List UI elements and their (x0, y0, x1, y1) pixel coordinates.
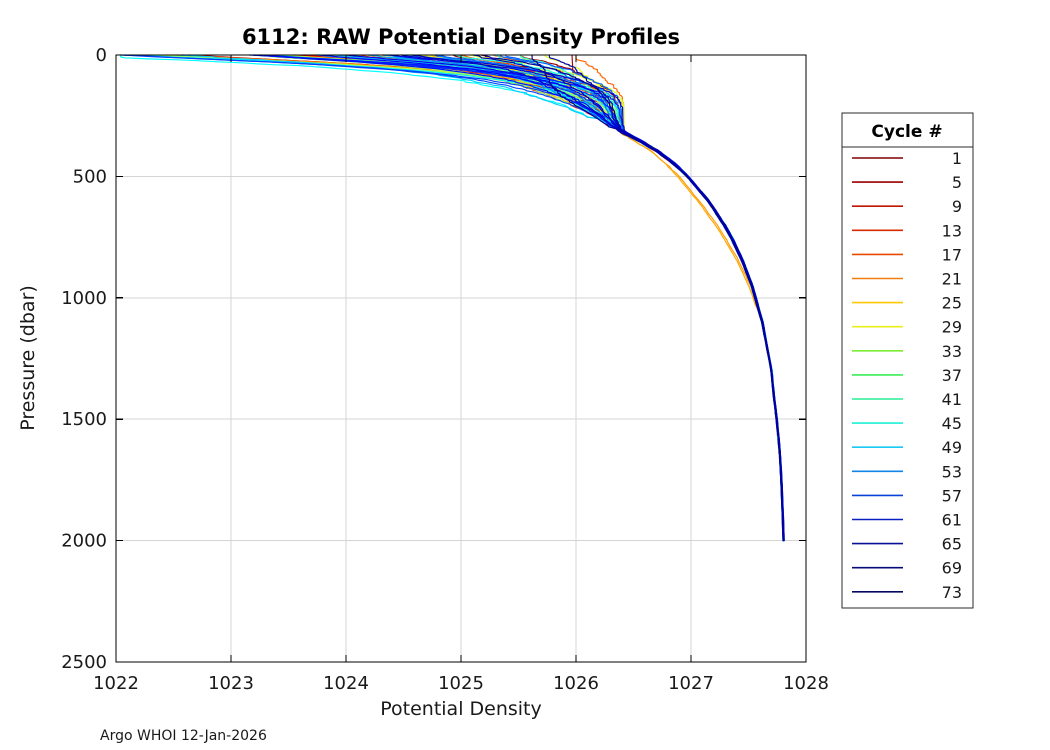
x-axis-label: Potential Density (380, 698, 542, 720)
legend-item-label: 29 (942, 318, 962, 337)
axis-ticks (115, 54, 807, 663)
legend-item-label: 25 (942, 294, 962, 313)
legend-item[interactable]: 41 (852, 390, 962, 409)
x-tick-label: 1028 (783, 673, 829, 694)
legend-item[interactable]: 1 (852, 149, 962, 168)
x-tick-label: 1024 (323, 673, 369, 694)
legend-item[interactable]: 13 (852, 221, 962, 240)
legend-item[interactable]: 73 (852, 583, 962, 602)
legend-item[interactable]: 33 (852, 342, 962, 361)
y-tick-label: 2000 (61, 531, 107, 552)
grid-lines (116, 55, 806, 662)
legend-item[interactable]: 45 (852, 414, 962, 433)
profile-line (531, 54, 784, 542)
legend-item-label: 41 (942, 390, 962, 409)
legend-item-label: 69 (942, 559, 962, 578)
x-tick-label: 1023 (208, 673, 254, 694)
legend-item-label: 5 (952, 173, 962, 192)
legend-frame (841, 112, 974, 609)
y-tick-label: 1500 (61, 409, 107, 430)
y-tick-label: 1000 (61, 288, 107, 309)
y-tick-label: 0 (96, 45, 107, 66)
footer-credit: Argo WHOI 12-Jan-2026 (100, 728, 267, 744)
legend-item[interactable]: 5 (852, 173, 962, 192)
profile-curves (120, 54, 785, 542)
page-title: 6112: RAW Potential Density Profiles (242, 25, 680, 49)
legend-item-label: 65 (942, 535, 962, 554)
y-tick-labels: 0 500 1000 1500 2000 2500 (61, 45, 107, 673)
x-tick-labels: 1022 1023 1024 1025 1026 1027 1028 (93, 673, 829, 694)
legend-item-label: 21 (942, 270, 962, 289)
legend-item[interactable]: 57 (852, 486, 962, 505)
legend-item-label: 53 (942, 462, 962, 481)
legend-panel[interactable]: Cycle # 1 5 9 13 17 21 25 29 33 37 41 45 49 53 57 61 65 6… (841, 112, 974, 609)
legend-item-label: 33 (942, 342, 962, 361)
legend-item-label: 49 (942, 438, 962, 457)
legend-item[interactable]: 61 (852, 511, 962, 530)
legend-item[interactable]: 69 (852, 559, 962, 578)
legend-item-label: 13 (942, 221, 962, 240)
legend-item[interactable]: 37 (852, 366, 962, 385)
legend-item[interactable]: 9 (852, 197, 962, 216)
legend-items: 1 5 9 13 17 21 25 29 33 37 41 45 49 53 57 61 65 69 73 (852, 149, 962, 602)
legend-item-label: 61 (942, 511, 962, 530)
legend-item-label: 73 (942, 583, 962, 602)
legend-item[interactable]: 29 (852, 318, 962, 337)
legend-item[interactable]: 65 (852, 535, 962, 554)
x-tick-label: 1027 (668, 673, 714, 694)
y-tick-label: 500 (73, 166, 107, 187)
legend-item[interactable]: 17 (852, 245, 962, 264)
legend-item-label: 9 (952, 197, 962, 216)
y-tick-label: 2500 (61, 652, 107, 673)
legend-item[interactable]: 49 (852, 438, 962, 457)
legend-item-label: 1 (952, 149, 962, 168)
legend-item-label: 17 (942, 245, 962, 264)
legend-item-label: 37 (942, 366, 962, 385)
legend-item-label: 45 (942, 414, 962, 433)
y-axis-label: Pressure (dbar) (17, 285, 39, 431)
x-tick-label: 1022 (93, 673, 139, 694)
legend-item[interactable]: 25 (852, 294, 962, 313)
legend-item[interactable]: 21 (852, 270, 962, 289)
x-tick-label: 1026 (553, 673, 599, 694)
x-tick-label: 1025 (438, 673, 484, 694)
legend-title: Cycle # (871, 122, 942, 142)
legend-item[interactable]: 53 (852, 462, 962, 481)
legend-item-label: 57 (942, 486, 962, 505)
